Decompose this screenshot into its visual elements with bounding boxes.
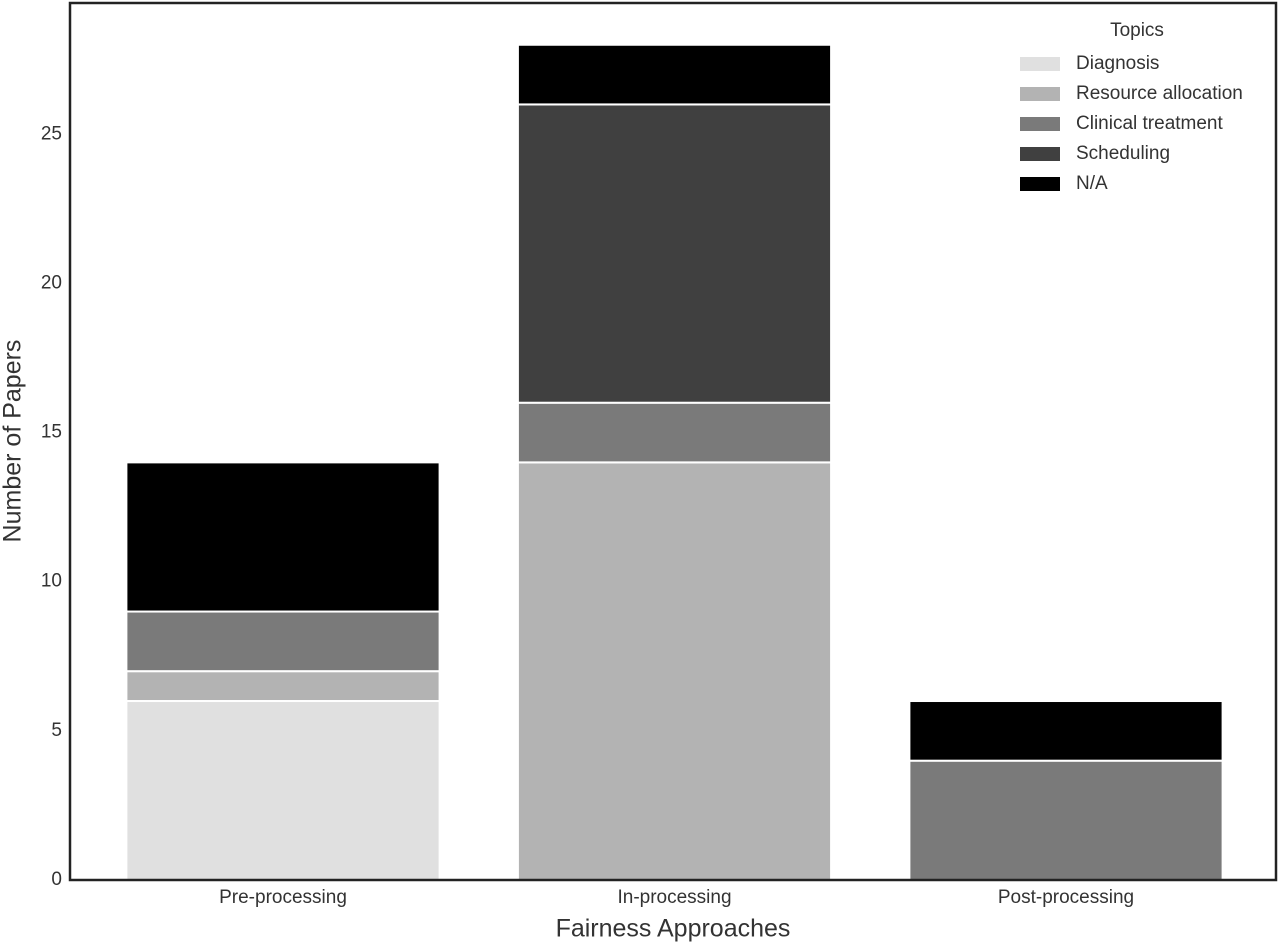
bar-segment [125, 461, 441, 613]
bar-segment [908, 700, 1224, 762]
bar-segment [516, 103, 833, 404]
x-tick-label: Pre-processing [219, 887, 347, 908]
bar-segment [125, 610, 441, 673]
y-tick-label: 20 [41, 272, 62, 293]
bar-segment [516, 401, 833, 464]
y-tick-label: 10 [41, 571, 62, 592]
legend-swatch [1020, 177, 1060, 191]
y-tick-label: 0 [51, 869, 62, 890]
legend-label: Diagnosis [1076, 53, 1159, 74]
legend-swatch [1020, 117, 1060, 131]
legend-label: Clinical treatment [1076, 113, 1223, 134]
x-axis-label: Fairness Approaches [556, 915, 791, 943]
bar-segment [125, 700, 441, 881]
legend-label: Resource allocation [1076, 83, 1243, 104]
y-axis-label: Number of Papers [0, 340, 27, 543]
legend-swatch [1020, 87, 1060, 101]
y-tick-label: 15 [41, 422, 62, 443]
bar-segment [516, 461, 833, 881]
legend-title: Topics [1110, 20, 1164, 41]
legend-label: Scheduling [1076, 143, 1170, 164]
legend-label: N/A [1076, 173, 1108, 194]
bar-segment [125, 670, 441, 703]
x-tick-label: In-processing [617, 887, 731, 908]
bar-segment [516, 43, 833, 106]
x-tick-label: Post-processing [998, 887, 1134, 908]
legend-swatch [1020, 57, 1060, 71]
bar-segment [908, 759, 1224, 882]
y-tick-label: 25 [41, 123, 62, 144]
plot-frame [68, 1, 1278, 882]
y-tick-label: 5 [51, 720, 62, 741]
legend-swatch [1020, 147, 1060, 161]
